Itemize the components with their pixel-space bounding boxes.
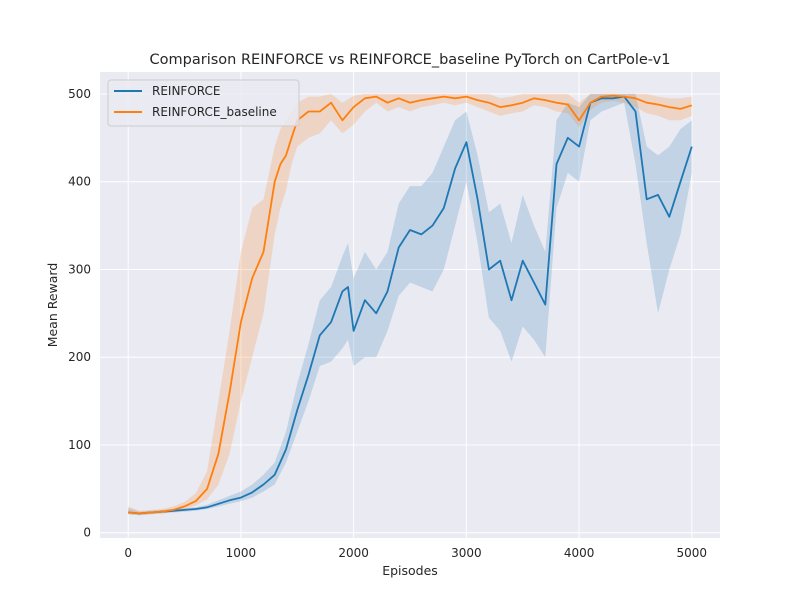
x-tick-label: 3000	[451, 546, 482, 560]
x-tick-label: 0	[124, 546, 132, 560]
x-tick-label: 1000	[226, 546, 257, 560]
band-reinforce	[128, 93, 692, 516]
y-tick-label: 0	[83, 526, 91, 540]
legend-label-reinforce-baseline: REINFORCE_baseline	[152, 105, 277, 119]
y-tick-label: 100	[68, 438, 91, 452]
x-tick-label: 5000	[677, 546, 708, 560]
y-axis-label: Mean Reward	[45, 263, 60, 348]
chart-title: Comparison REINFORCE vs REINFORCE_baseli…	[150, 52, 671, 68]
x-tick-label: 2000	[338, 546, 369, 560]
tick-labels: 0 1000 2000 3000 4000 5000 0 100 200 300 400 500	[68, 87, 707, 560]
plot-area	[100, 72, 720, 538]
y-tick-label: 500	[68, 87, 91, 101]
y-tick-label: 200	[68, 350, 91, 364]
legend: REINFORCE REINFORCE_baseline	[107, 79, 300, 127]
x-axis-label: Episodes	[382, 563, 438, 578]
band-reinforce-baseline	[128, 93, 692, 516]
x-tick-label: 4000	[564, 546, 595, 560]
confidence-bands	[128, 93, 692, 516]
legend-box	[107, 79, 300, 127]
legend-label-reinforce: REINFORCE	[152, 84, 220, 98]
y-tick-label: 300	[68, 262, 91, 276]
line-reinforce-baseline	[128, 94, 693, 515]
grid	[100, 72, 720, 538]
y-tick-label: 400	[68, 175, 91, 189]
series-lines	[128, 94, 693, 515]
